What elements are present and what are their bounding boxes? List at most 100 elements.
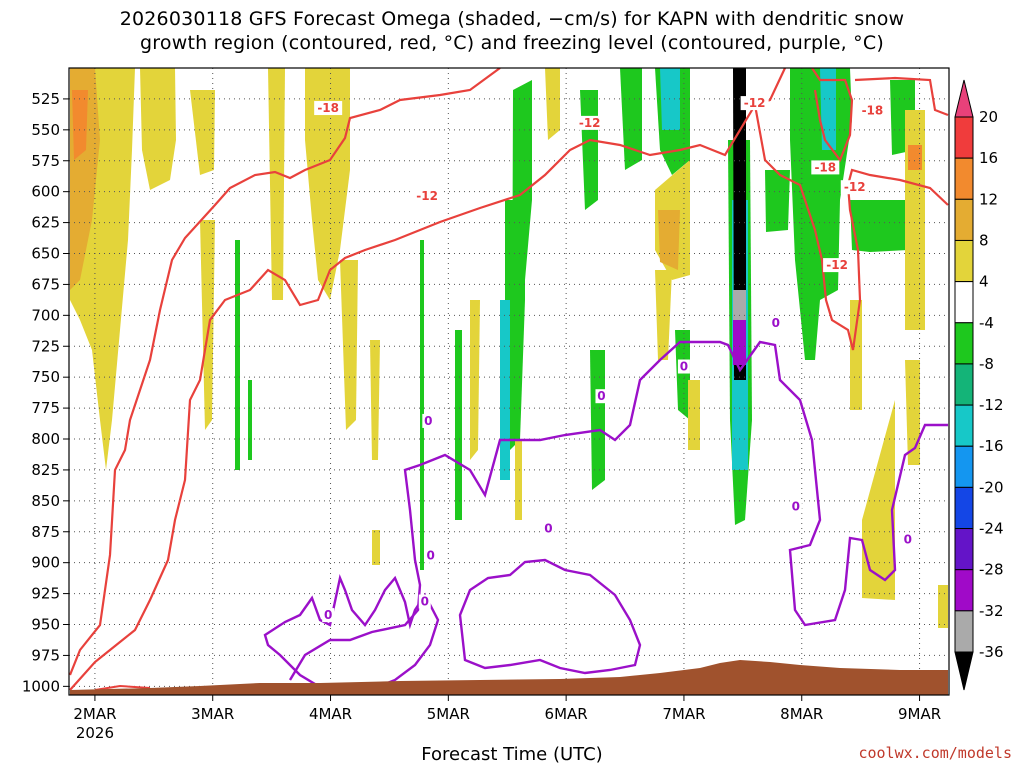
omega-shade-negative (455, 330, 462, 520)
y-tick-label: 950 (31, 616, 60, 634)
colorbar-segment (954, 157, 974, 200)
colorbar-label: 8 (979, 231, 989, 249)
snow-growth-label: -18 (862, 104, 884, 118)
colorbar-segment (954, 445, 974, 488)
y-tick-label: 675 (31, 275, 60, 293)
omega-shade-negative-strong (500, 300, 510, 480)
x-tick-label: 2MAR (73, 705, 116, 723)
y-tick-label: 875 (31, 523, 60, 541)
colorbar-segment (954, 404, 974, 447)
snow-growth-label: -12 (744, 96, 766, 110)
y-tick-label: 550 (31, 121, 60, 139)
omega-shade-positive (470, 300, 480, 460)
freezing-level-label-bg (424, 548, 437, 563)
freezing-level-label-bg (769, 316, 782, 331)
chart-title-line1: 2026030118 GFS Forecast Omega (shaded, −… (119, 8, 905, 30)
omega-shading (70, 68, 948, 628)
freezing-level-contour-zero (288, 340, 948, 681)
y-tick-label: 800 (31, 430, 60, 448)
colorbar-bottom-arrow (954, 651, 974, 691)
omega-shade-positive (372, 530, 380, 565)
colorbar-segment (954, 239, 974, 283)
colorbar-label: -32 (979, 602, 1004, 620)
snow-growth-contour-minus18 (69, 68, 501, 676)
freezing-level-label-bg (418, 594, 431, 609)
freezing-level-label-bg (789, 499, 802, 514)
snow-growth-label-bg (575, 115, 604, 130)
colorbar: 20 16 12 8 4 -4 -8 -12 -16 -20 -24 -28 -32 -36 (954, 79, 1004, 691)
colorbar-label: 20 (979, 108, 998, 126)
freezing-level-label: 0 (426, 549, 434, 563)
snow-growth-label: -18 (814, 160, 836, 174)
colorbar-label: -24 (979, 520, 1004, 538)
colorbar-label: -28 (979, 561, 1004, 579)
y-tick-label: 925 (31, 585, 60, 603)
y-tick-label: 1000 (22, 677, 60, 695)
freezing-level-label: 0 (792, 499, 800, 513)
omega-shade-negative-strong (660, 68, 680, 130)
omega-shade-ascent-purple (733, 320, 746, 365)
omega-shade-positive-orange (72, 90, 88, 160)
colorbar-segment (954, 116, 974, 159)
colorbar-label: 16 (979, 149, 998, 167)
colorbar-segment (954, 486, 974, 530)
snow-growth-contour-minus12-east (753, 104, 949, 351)
y-tick-label: 625 (31, 214, 60, 232)
colorbar-label: 4 (979, 273, 989, 291)
colorbar-segment (954, 281, 974, 324)
freezing-level-label-bg (322, 608, 335, 623)
y-tick-label: 850 (31, 492, 60, 510)
snow-growth-contour-minus12 (69, 68, 786, 691)
snow-growth-contour-low (94, 684, 151, 691)
freezing-level-label-bg (542, 521, 555, 536)
snow-growth-label-bg (314, 101, 343, 116)
omega-shade-positive (938, 585, 948, 628)
omega-shade-positive-strong (658, 210, 680, 270)
omega-shade-positive (905, 110, 925, 330)
omega-shade-positive (655, 270, 672, 360)
snow-growth-label: -18 (317, 101, 339, 115)
colorbar-label: 12 (979, 190, 998, 208)
freezing-level-label-bg (677, 359, 690, 374)
snow-growth-label: -12 (416, 189, 438, 203)
omega-shade-negative (512, 80, 532, 380)
terrain-surface (70, 660, 948, 695)
snow-growth-contour-minus18-east (811, 68, 854, 163)
freezing-level-label: 0 (421, 594, 429, 608)
omega-shade-positive (200, 220, 215, 430)
colorbar-top-arrow (954, 79, 974, 118)
snow-growth-label: -12 (826, 258, 848, 272)
colorbar-label: -8 (979, 355, 994, 373)
omega-shade-positive (850, 300, 862, 410)
x-tick-label: 4MAR (309, 705, 352, 723)
omega-shade-negative (590, 350, 605, 490)
y-tick-label: 900 (31, 554, 60, 572)
omega-shade-positive (268, 68, 285, 300)
y-tick-label: 575 (31, 152, 60, 170)
x-tick-label: 9MAR (898, 705, 941, 723)
plot-border (68, 67, 950, 696)
y-tick-label: 600 (31, 183, 60, 201)
freezing-level-label: 0 (680, 360, 688, 374)
colorbar-segment (954, 198, 974, 241)
snow-growth-label-bg (413, 188, 442, 203)
omega-shade-positive (190, 90, 215, 175)
y-tick-label: 650 (31, 245, 60, 263)
omega-shade-positive (515, 440, 522, 520)
x-axis-title: Forecast Time (UTC) (421, 744, 603, 765)
omega-shade-negative (620, 68, 642, 170)
omega-shade-positive (340, 260, 358, 430)
credit-link[interactable]: coolwx.com/models (858, 744, 1012, 762)
omega-shade-negative (850, 200, 908, 252)
snow-growth-label: -12 (844, 180, 866, 194)
omega-shade-positive (545, 68, 560, 140)
colorbar-segment (954, 569, 974, 612)
colorbar-label: -16 (979, 437, 1004, 455)
y-axis: 525 550 575 600 625 650 675 700 725 750 775 800 825 8… (22, 90, 69, 695)
x-axis: 2MAR 3MAR 4MAR 5MAR 6MAR 7MAR 8MAR 9MAR 2026 (73, 695, 941, 742)
omega-shade-positive-orange (908, 145, 922, 170)
y-tick-label: 725 (31, 337, 60, 355)
freezing-level-contour-zero-loop2 (458, 558, 642, 675)
y-tick-label: 825 (31, 461, 60, 479)
